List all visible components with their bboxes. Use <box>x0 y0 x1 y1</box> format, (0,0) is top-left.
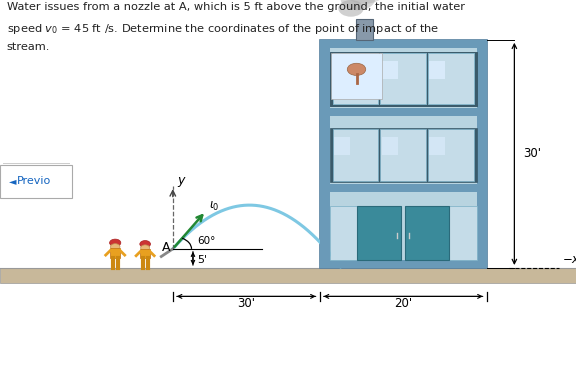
Circle shape <box>338 0 363 17</box>
Bar <box>329 206 357 260</box>
Bar <box>430 61 445 79</box>
Text: Previo: Previo <box>17 176 51 186</box>
Text: y: y <box>177 174 185 187</box>
Bar <box>477 40 487 268</box>
Text: 30': 30' <box>237 297 255 310</box>
Bar <box>329 128 477 182</box>
Text: 5': 5' <box>198 255 208 265</box>
Text: Water issues from a nozzle at A, which is 5 ft above the ground, the initial wat: Water issues from a nozzle at A, which i… <box>7 2 465 12</box>
Bar <box>329 52 477 106</box>
Bar <box>320 40 329 268</box>
Bar <box>381 61 397 79</box>
Bar <box>329 52 477 106</box>
Circle shape <box>111 244 120 250</box>
Bar <box>332 129 378 180</box>
Bar <box>405 206 449 260</box>
Text: 30': 30' <box>523 147 541 160</box>
Text: A: A <box>161 241 170 254</box>
Bar <box>334 61 350 79</box>
Bar <box>380 53 426 104</box>
Bar <box>429 53 474 104</box>
Bar <box>449 206 477 260</box>
Bar <box>429 53 474 104</box>
Bar <box>320 40 487 268</box>
Circle shape <box>340 0 375 10</box>
Bar <box>320 260 487 268</box>
Bar <box>334 61 350 79</box>
Circle shape <box>141 245 150 251</box>
Text: $\iota_0$: $\iota_0$ <box>209 200 219 213</box>
Bar <box>332 53 378 104</box>
Text: speed $v_0$ = 45 ft /s. Determine the coordinates of the point of impact of the: speed $v_0$ = 45 ft /s. Determine the co… <box>7 22 439 36</box>
Bar <box>320 40 487 48</box>
Circle shape <box>140 241 150 248</box>
Bar <box>0 268 576 283</box>
Text: 60°: 60° <box>197 236 215 246</box>
Bar <box>380 53 426 104</box>
Bar <box>332 53 378 104</box>
Text: stream.: stream. <box>7 42 50 52</box>
FancyBboxPatch shape <box>0 165 72 198</box>
Bar <box>140 249 150 258</box>
Bar <box>331 53 382 100</box>
Bar <box>357 19 373 40</box>
Circle shape <box>343 0 386 4</box>
Text: 20': 20' <box>394 297 412 310</box>
Bar <box>429 129 474 180</box>
Bar <box>430 137 445 155</box>
Bar <box>381 137 397 155</box>
Bar <box>430 61 445 79</box>
Text: ◄: ◄ <box>9 176 17 186</box>
Bar <box>380 129 426 180</box>
Bar <box>320 184 487 192</box>
Circle shape <box>109 239 121 247</box>
Bar <box>381 61 397 79</box>
Circle shape <box>347 63 366 76</box>
Bar <box>320 108 487 116</box>
Bar <box>357 206 401 260</box>
Text: $-x$: $-x$ <box>562 253 576 266</box>
Bar <box>334 137 350 155</box>
Bar <box>110 248 120 258</box>
